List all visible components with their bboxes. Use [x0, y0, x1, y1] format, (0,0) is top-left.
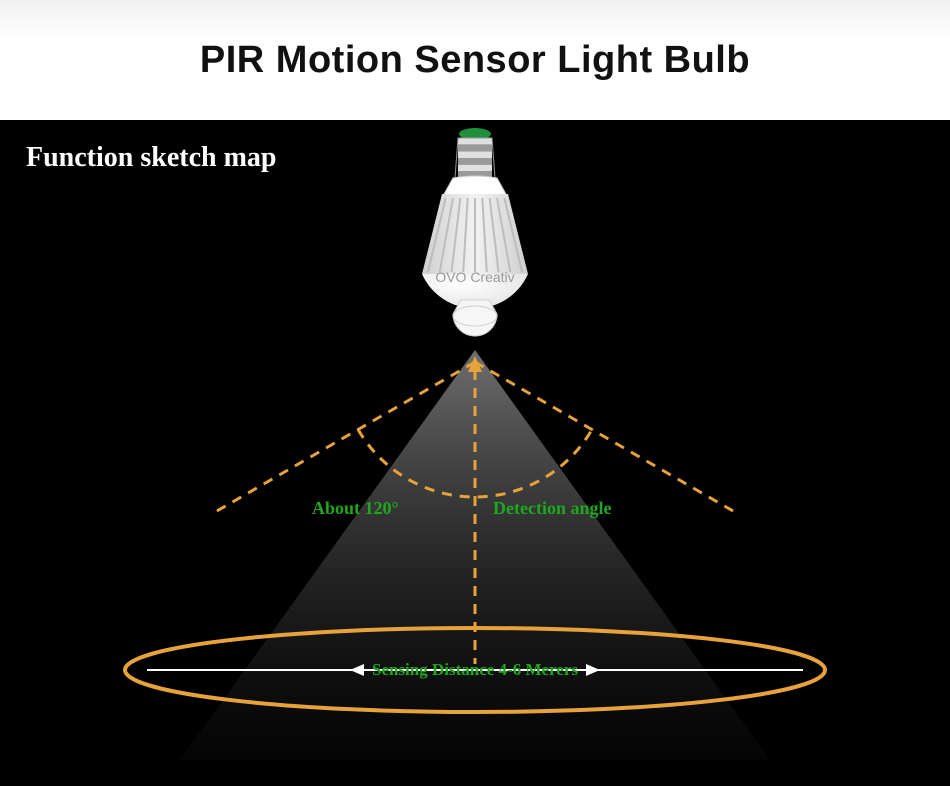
detection-angle-label: Detection angle: [493, 498, 611, 519]
title-banner: PIR Motion Sensor Light Bulb: [0, 0, 950, 120]
arrow-left-icon: [350, 664, 364, 676]
banner-title: PIR Motion Sensor Light Bulb: [200, 39, 750, 82]
banner-reflection: [0, 0, 950, 40]
svg-text:OVO Creativ: OVO Creativ: [435, 269, 514, 285]
diagram-svg: OVO Creativ: [0, 120, 950, 786]
arrow-right-icon: [586, 664, 600, 676]
sensing-distance-row: Sensing Distance 4-6 Merers: [0, 660, 950, 681]
angle-value-label: About 120°: [312, 498, 399, 519]
sensing-distance-label: Sensing Distance 4-6 Merers: [372, 660, 578, 680]
figure-subtitle: Function sketch map: [26, 142, 276, 174]
diagram-figure: Function sketch map OVO Creativ About 12…: [0, 120, 950, 786]
